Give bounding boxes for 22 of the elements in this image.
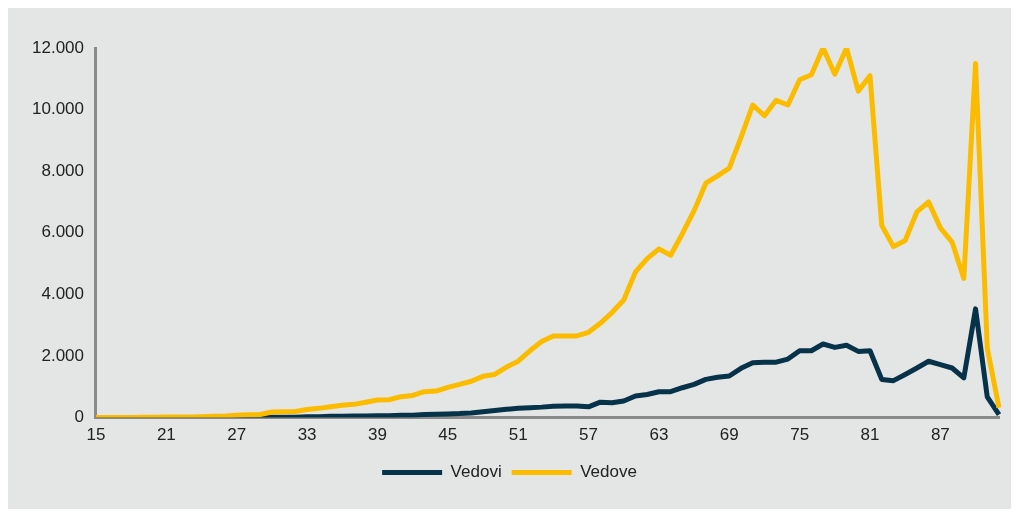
x-tick-label: 57 (579, 425, 598, 445)
x-tick-label: 75 (790, 425, 810, 445)
x-tick-label: 81 (860, 425, 880, 445)
y-tick-label: 8.000 (41, 160, 84, 180)
legend-label: Vedove (580, 462, 637, 482)
legend-label: Vedovi (450, 462, 502, 482)
x-tick-label: 51 (508, 425, 528, 445)
x-tick-label: 27 (227, 425, 247, 445)
y-tick-label: 12.000 (32, 37, 84, 57)
x-tick-label: 39 (367, 425, 387, 445)
x-tick-label: 45 (438, 425, 458, 445)
y-tick-label: 0 (74, 407, 84, 427)
y-tick-label: 6.000 (41, 222, 84, 242)
x-tick-label: 87 (930, 425, 950, 445)
x-tick-label: 15 (86, 425, 106, 445)
x-tick-label: 21 (156, 425, 176, 445)
y-tick-label: 2.000 (41, 345, 84, 365)
x-tick-label: 69 (719, 425, 739, 445)
x-tick-label: 33 (297, 425, 317, 445)
y-tick-label: 4.000 (41, 284, 84, 304)
x-tick-label: 63 (649, 425, 669, 445)
y-tick-label: 10.000 (32, 99, 84, 119)
